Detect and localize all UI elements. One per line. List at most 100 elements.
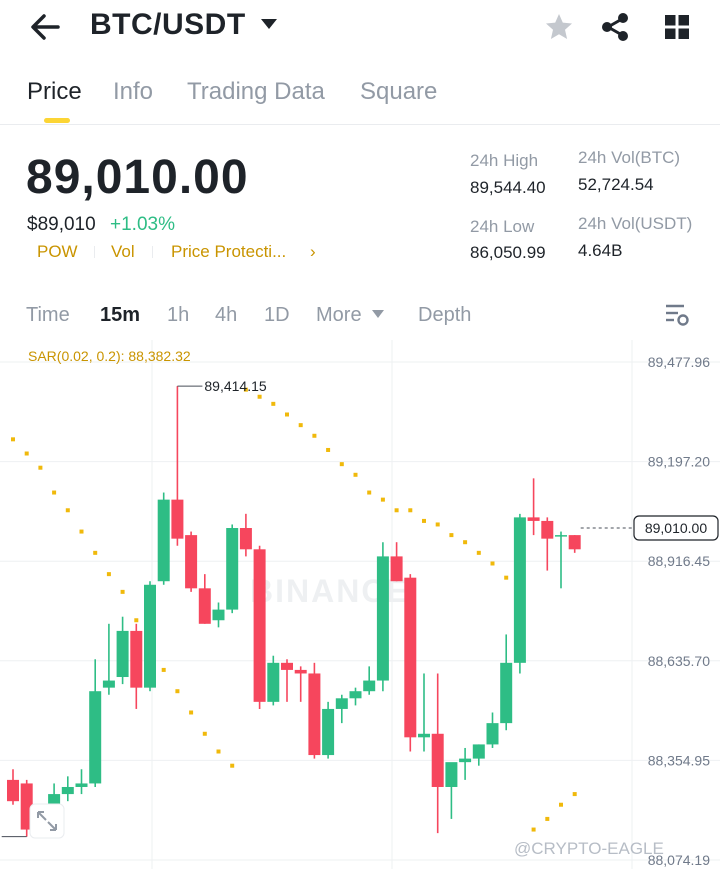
candle-body	[157, 499, 170, 582]
y-axis: 89,477.96 89,197.20 88,916.45 88,635.70 88,3…	[648, 354, 710, 868]
tab-price[interactable]: Price	[27, 78, 82, 105]
sar-dot	[202, 731, 207, 736]
candle	[445, 762, 458, 819]
candle-body	[308, 673, 321, 756]
vol-usdt-label: 24h Vol(USDT)	[578, 214, 693, 233]
sar-dot	[24, 451, 29, 456]
sar-dot	[435, 522, 440, 527]
candles	[7, 386, 581, 837]
sar-dot	[175, 689, 180, 694]
sar-dot	[449, 533, 454, 538]
interval-4h[interactable]: 4h	[215, 304, 238, 326]
sar-dot	[189, 710, 194, 715]
y-tick-label: 88,074.19	[648, 852, 710, 868]
candle	[171, 386, 184, 546]
candle	[89, 659, 102, 787]
sar-dot	[572, 792, 577, 797]
candle-body	[404, 577, 417, 738]
expand-icon[interactable]	[29, 803, 65, 839]
candle-body	[513, 517, 526, 663]
candle-body	[568, 535, 581, 550]
pair-title[interactable]: BTC/USDT	[90, 8, 246, 41]
candle	[349, 687, 362, 706]
tab-trading-data[interactable]: Trading Data	[187, 78, 325, 105]
candle-body	[212, 609, 225, 621]
candle-body	[239, 528, 252, 550]
candle	[7, 769, 19, 805]
share-icon[interactable]	[600, 12, 630, 42]
candle-body	[144, 584, 156, 688]
candle	[239, 513, 252, 557]
sar-dot	[339, 462, 344, 467]
high-24h-label: 24h High	[470, 151, 539, 170]
interval-15m[interactable]: 15m	[100, 304, 141, 326]
candle	[418, 673, 430, 752]
interval-time[interactable]: Time	[26, 304, 70, 326]
candle-body	[555, 535, 567, 537]
candle	[486, 712, 499, 748]
candle	[390, 542, 403, 582]
candle	[308, 662, 321, 759]
candle-body	[171, 499, 184, 539]
tab-depth[interactable]: Depth	[418, 304, 472, 326]
page-tabs: Price Info Trading Data Square	[0, 70, 720, 122]
candle	[513, 513, 526, 674]
candle	[116, 616, 129, 685]
candle-body	[253, 549, 266, 702]
chart-settings-icon[interactable]	[664, 302, 690, 328]
candle-body	[116, 630, 129, 678]
last-price-box	[633, 515, 719, 541]
star-icon[interactable]	[544, 12, 574, 42]
candle	[75, 769, 88, 795]
last-price: 89,010.00	[26, 151, 249, 204]
sar-dot	[490, 561, 495, 566]
candle	[568, 535, 581, 553]
candle-body	[267, 662, 280, 702]
credit-watermark: @CRYPTO-EAGLE	[514, 839, 664, 858]
interval-1h[interactable]: 1h	[167, 304, 190, 326]
candle	[555, 531, 567, 589]
candle	[130, 623, 143, 709]
candle-body	[75, 783, 88, 787]
vol-usdt-value: 4.64B	[578, 241, 623, 260]
candle	[431, 673, 444, 834]
tag-price-protection[interactable]: Price Protecti...	[171, 242, 287, 261]
candle-body	[281, 662, 293, 670]
interval-bar: Time 15m 1h 4h 1D More Depth	[0, 296, 720, 336]
tab-info[interactable]: Info	[113, 78, 154, 105]
candle	[335, 694, 348, 724]
candle	[294, 666, 307, 702]
tag-vol[interactable]: Vol	[111, 242, 135, 261]
sar-dot	[120, 589, 125, 594]
sar-dot	[326, 447, 331, 452]
candle	[212, 602, 225, 628]
usd-price: $89,010	[27, 214, 96, 235]
chevron-right-icon[interactable]: ›	[310, 242, 316, 261]
back-arrow-icon[interactable]	[28, 12, 62, 42]
sar-dot	[545, 816, 550, 821]
sar-dot	[476, 550, 481, 555]
sar-dot	[161, 667, 166, 672]
more-caret-icon[interactable]	[372, 310, 384, 318]
chevron-down-icon[interactable]	[260, 18, 278, 30]
sar-indicator-label: SAR(0.02, 0.2): 88,382.32	[28, 348, 191, 364]
interval-1d[interactable]: 1D	[264, 304, 290, 326]
sar-dot	[52, 490, 57, 495]
candle	[322, 701, 335, 759]
tab-square[interactable]: Square	[360, 78, 438, 105]
sar-dot	[93, 550, 98, 555]
candle	[253, 545, 266, 709]
sar-dots	[11, 387, 577, 832]
y-tick-label: 89,197.20	[648, 454, 710, 470]
candlestick-chart[interactable]: BINANCE 89,477.9689,197.2088,916.4588,63…	[0, 340, 720, 869]
grid-lines	[0, 340, 720, 869]
interval-more[interactable]: More	[316, 304, 362, 326]
candle	[541, 517, 554, 571]
tag-pow[interactable]: POW	[37, 242, 78, 261]
sar-dot	[422, 518, 426, 523]
grid-icon[interactable]	[664, 14, 690, 40]
y-tick-label: 88,635.70	[648, 653, 710, 669]
candle-body	[61, 786, 74, 795]
sar-dot	[257, 394, 262, 399]
sar-dot	[230, 763, 235, 768]
